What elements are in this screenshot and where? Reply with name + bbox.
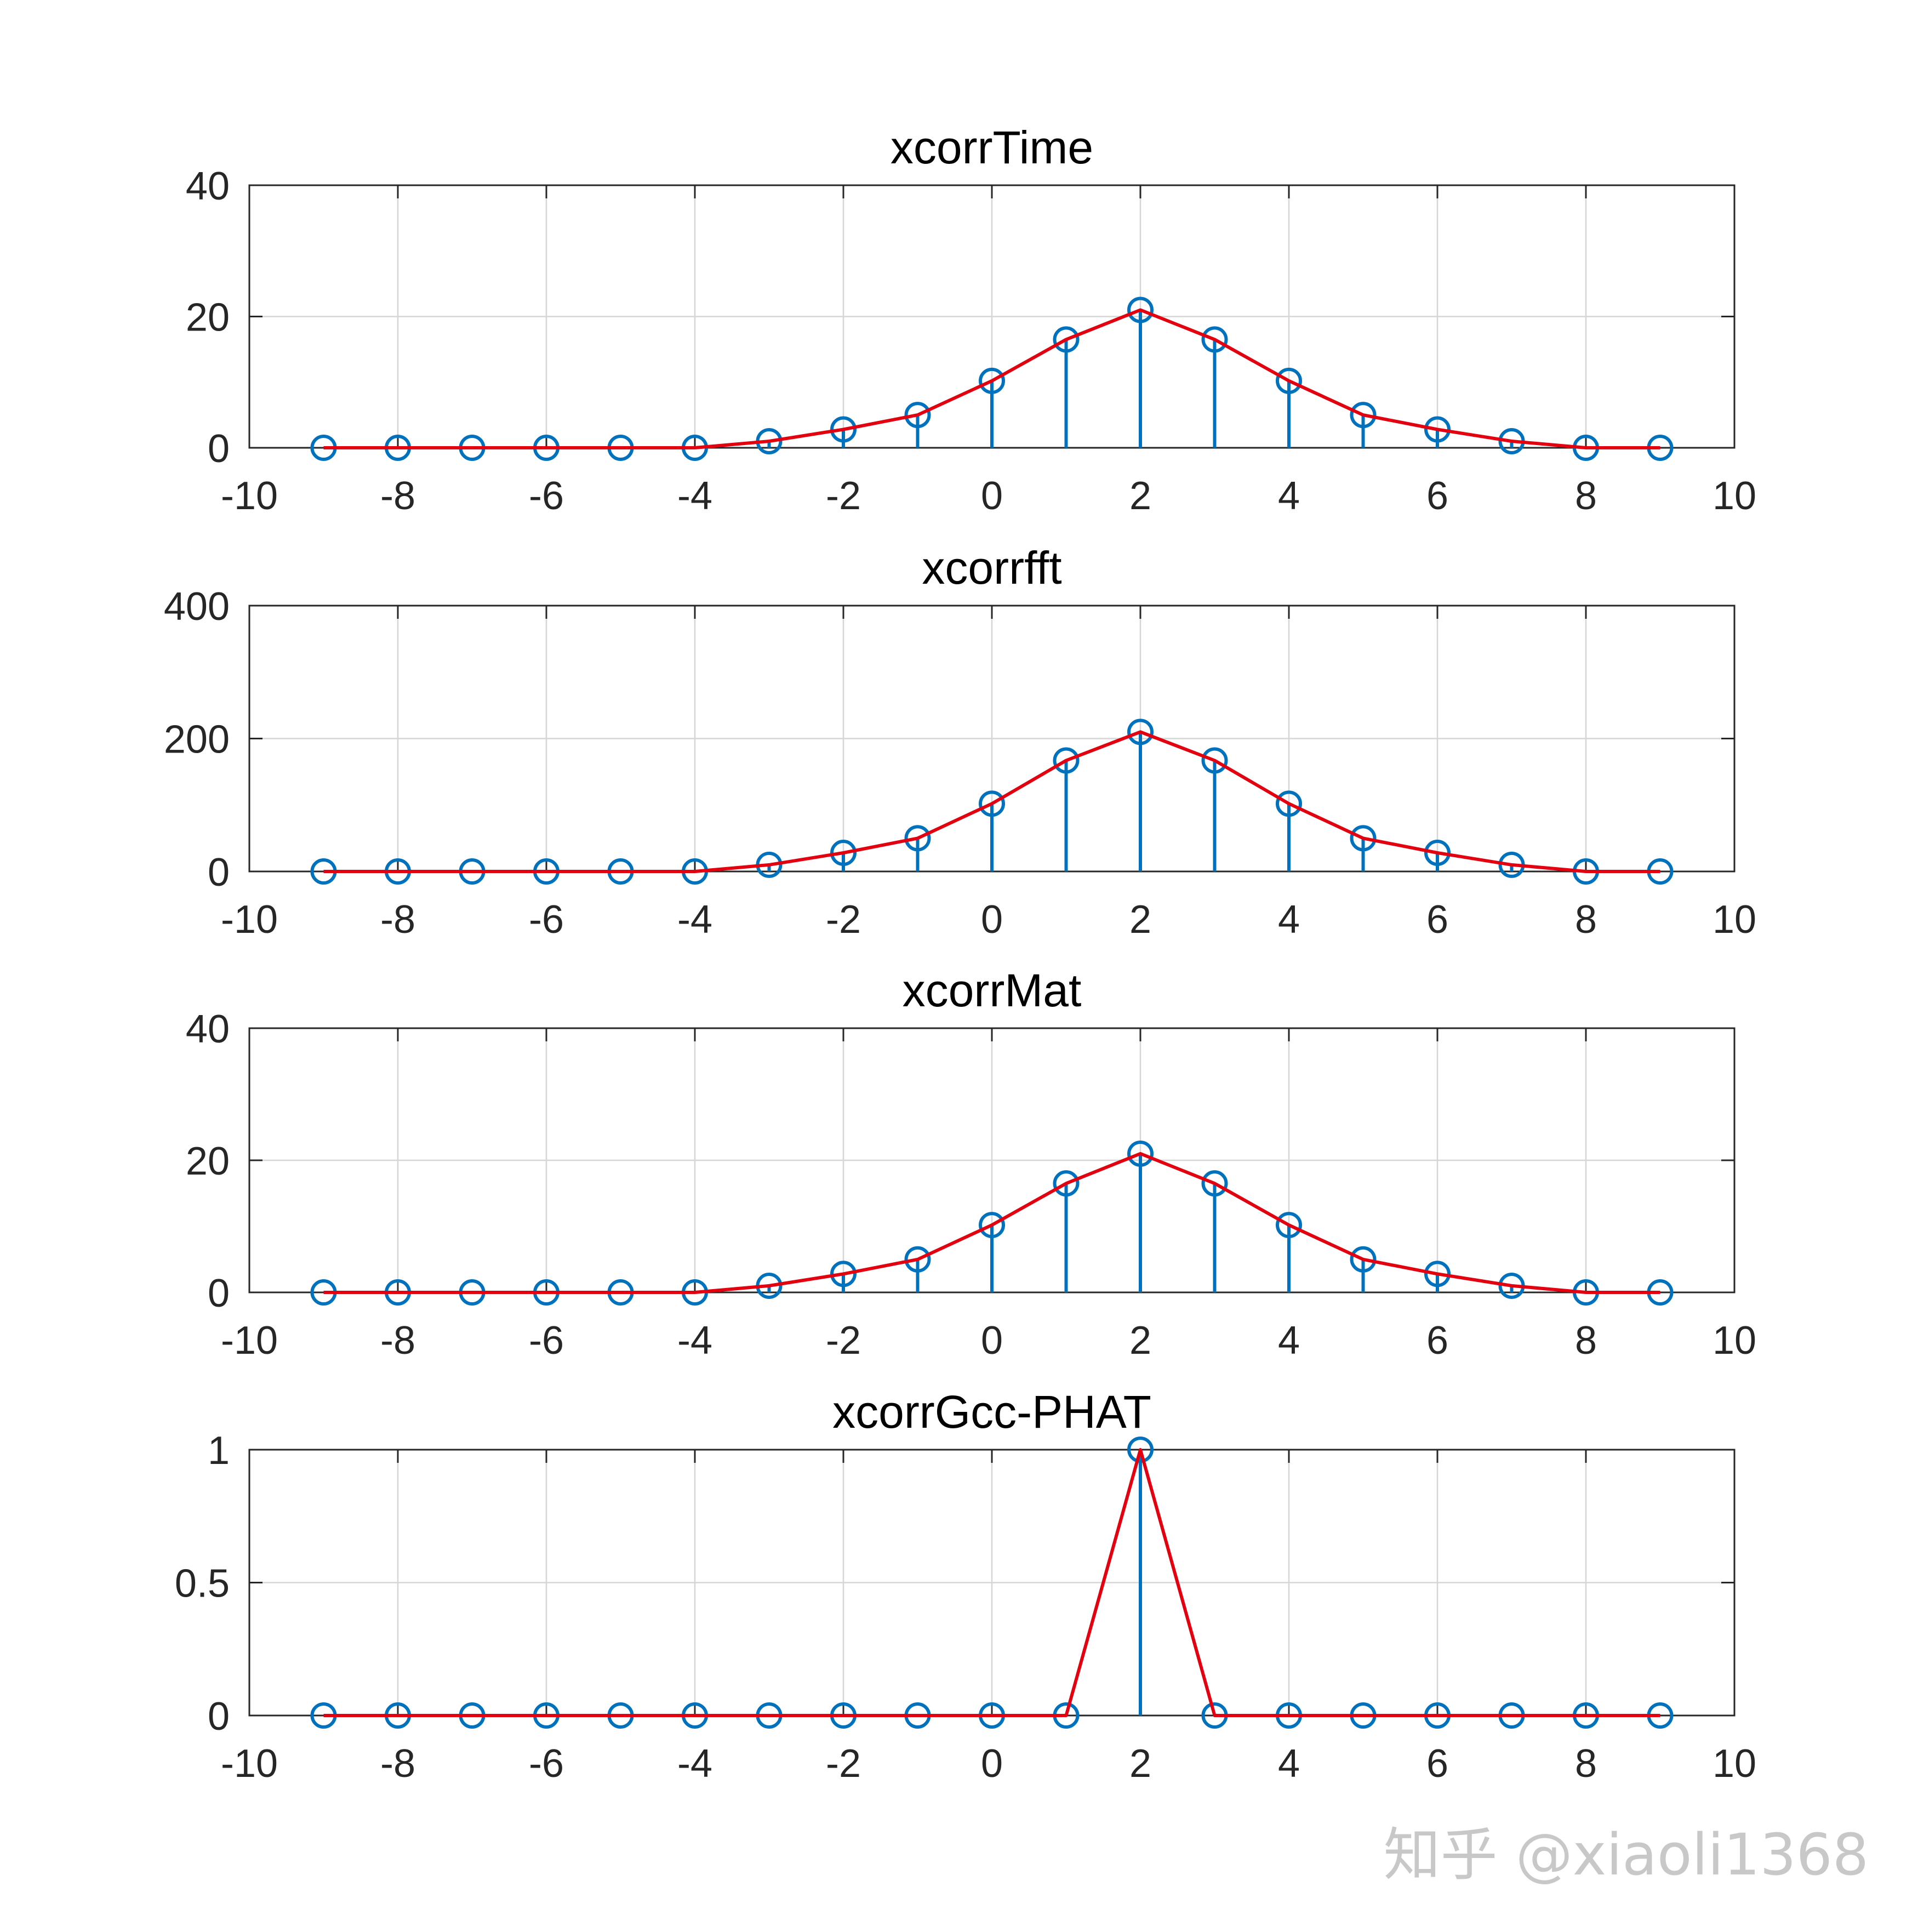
x-tick-label: -6 bbox=[529, 898, 564, 942]
x-tick-label: 0 bbox=[981, 1742, 1003, 1786]
stem-marker bbox=[1424, 840, 1451, 867]
y-tick-label: 0.5 bbox=[175, 1562, 230, 1606]
x-tick-label: -2 bbox=[826, 1319, 861, 1363]
stem-marker bbox=[1127, 719, 1154, 745]
y-tick-label: 400 bbox=[164, 585, 230, 629]
y-tick-label: 20 bbox=[186, 1139, 230, 1183]
x-tick-label: -8 bbox=[380, 1319, 415, 1363]
stem-marker bbox=[1350, 402, 1377, 429]
x-tick-label: -2 bbox=[826, 1742, 861, 1786]
subplot-title: xcorrTime bbox=[891, 122, 1093, 173]
stem-marker bbox=[979, 790, 1005, 817]
stem-marker bbox=[1276, 790, 1302, 817]
stem-marker bbox=[1424, 416, 1451, 443]
x-tick-label: 2 bbox=[1129, 898, 1151, 942]
x-tick-label: -4 bbox=[677, 1742, 712, 1786]
stem-marker bbox=[1053, 1170, 1080, 1197]
x-tick-label: 2 bbox=[1129, 474, 1151, 518]
subplot-title: xcorrMat bbox=[903, 965, 1082, 1016]
x-tick-label: -2 bbox=[826, 474, 861, 518]
stem-marker bbox=[1201, 747, 1228, 774]
stem-marker bbox=[979, 1212, 1005, 1239]
x-tick-label: 10 bbox=[1713, 898, 1756, 942]
x-tick-label: 4 bbox=[1278, 1742, 1300, 1786]
stem-marker bbox=[1276, 367, 1302, 394]
x-tick-label: -4 bbox=[677, 474, 712, 518]
x-tick-label: -8 bbox=[380, 474, 415, 518]
x-tick-label: -10 bbox=[221, 1742, 278, 1786]
series-line bbox=[323, 1448, 1660, 1717]
y-tick-label: 200 bbox=[164, 718, 230, 762]
watermark: 知乎 @xiaoli1368 bbox=[1384, 1821, 1869, 1888]
x-tick-label: 6 bbox=[1426, 898, 1448, 942]
stem-marker bbox=[1424, 1261, 1451, 1287]
stem-marker bbox=[1053, 747, 1080, 774]
stem-marker bbox=[904, 825, 931, 852]
stem-marker bbox=[830, 416, 857, 443]
x-tick-label: 8 bbox=[1575, 474, 1597, 518]
subplot-title: xcorrGcc-PHAT bbox=[832, 1386, 1151, 1438]
x-tick-label: 4 bbox=[1278, 474, 1300, 518]
x-tick-label: -6 bbox=[529, 474, 564, 518]
stem-marker bbox=[1350, 825, 1377, 852]
stem-marker bbox=[1053, 326, 1080, 353]
stem-marker bbox=[904, 1246, 931, 1273]
x-tick-label: -6 bbox=[529, 1319, 564, 1363]
x-tick-label: 10 bbox=[1713, 474, 1756, 518]
x-tick-label: 8 bbox=[1575, 898, 1597, 942]
stem-marker bbox=[1127, 1437, 1154, 1463]
stem-marker bbox=[904, 402, 931, 429]
stem-marker bbox=[1127, 297, 1154, 323]
y-tick-label: 40 bbox=[186, 1007, 230, 1051]
series-line bbox=[323, 730, 1660, 873]
x-tick-label: -4 bbox=[677, 1319, 712, 1363]
stem-marker bbox=[1201, 326, 1228, 353]
x-tick-label: -6 bbox=[529, 1742, 564, 1786]
x-tick-label: 0 bbox=[981, 898, 1003, 942]
subplot-2: -10 -8 -6 -4 -2 0 2 4 6 8 10 0 200 400 xcorrfft bbox=[164, 542, 1756, 942]
x-tick-label: -2 bbox=[826, 898, 861, 942]
x-tick-label: 4 bbox=[1278, 898, 1300, 942]
x-tick-label: 8 bbox=[1575, 1319, 1597, 1363]
x-tick-label: 0 bbox=[981, 1319, 1003, 1363]
x-tick-label: 8 bbox=[1575, 1742, 1597, 1786]
x-tick-label: 6 bbox=[1426, 1742, 1448, 1786]
x-tick-label: -10 bbox=[221, 1319, 278, 1363]
subplot-1: -10 -8 -6 -4 -2 0 2 4 6 8 10 0 20 40 xcorrTime bbox=[186, 122, 1756, 518]
y-tick-label: 20 bbox=[186, 296, 230, 340]
series-line bbox=[323, 1152, 1660, 1294]
subplot-3: -10 -8 -6 -4 -2 0 2 4 6 8 10 0 20 40 xcorrMat bbox=[186, 965, 1756, 1363]
y-tick-label: 0 bbox=[208, 851, 230, 894]
subplot-title: xcorrfft bbox=[922, 542, 1061, 594]
x-tick-label: 2 bbox=[1129, 1319, 1151, 1363]
y-tick-label: 0 bbox=[208, 1272, 230, 1315]
x-tick-label: -8 bbox=[380, 898, 415, 942]
stem-marker bbox=[830, 1261, 857, 1287]
y-tick-label: 0 bbox=[208, 1695, 230, 1739]
x-tick-label: 6 bbox=[1426, 474, 1448, 518]
y-tick-label: 0 bbox=[208, 427, 230, 471]
x-tick-label: 0 bbox=[981, 474, 1003, 518]
x-tick-label: -10 bbox=[221, 474, 278, 518]
y-tick-label: 1 bbox=[208, 1429, 230, 1473]
stem-marker bbox=[1276, 1212, 1302, 1239]
subplot-4: -10 -8 -6 -4 -2 0 2 4 6 8 10 0 0.5 1 xcorrGcc-PHAT bbox=[175, 1386, 1756, 1786]
x-tick-label: -4 bbox=[677, 898, 712, 942]
x-tick-label: 6 bbox=[1426, 1319, 1448, 1363]
stem-marker bbox=[830, 840, 857, 867]
x-tick-label: 10 bbox=[1713, 1742, 1756, 1786]
x-tick-label: -10 bbox=[221, 898, 278, 942]
x-tick-label: 4 bbox=[1278, 1319, 1300, 1363]
x-tick-label: -8 bbox=[380, 1742, 415, 1786]
stem-marker bbox=[979, 367, 1005, 394]
stem-marker bbox=[1127, 1140, 1154, 1167]
stem-marker bbox=[1350, 1246, 1377, 1273]
series-line bbox=[323, 308, 1660, 449]
x-tick-label: 2 bbox=[1129, 1742, 1151, 1786]
x-tick-label: 10 bbox=[1713, 1319, 1756, 1363]
y-tick-label: 40 bbox=[186, 164, 230, 208]
stem-marker bbox=[1201, 1170, 1228, 1197]
